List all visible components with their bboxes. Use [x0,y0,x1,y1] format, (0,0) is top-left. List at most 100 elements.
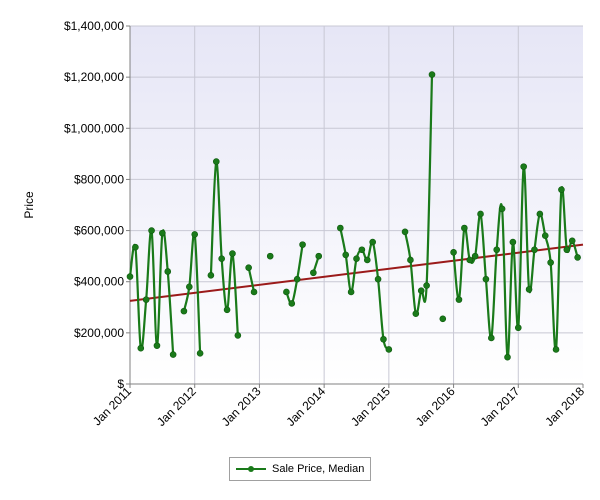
y-tick-label: $1,400,000 [64,19,124,33]
data-point [353,255,360,263]
data-point [164,268,172,275]
data-point [412,310,420,317]
series-line-segment [285,244,304,305]
plot-area [130,26,583,384]
data-point [552,346,560,353]
y-tick-label: $800,000 [74,172,124,186]
data-point [493,246,501,254]
data-point [417,287,425,294]
data-point [245,264,252,271]
data-point [482,275,490,283]
data-point [504,353,511,361]
data-point [455,296,463,303]
data-point [250,288,258,296]
data-point [347,288,355,296]
data-point [407,256,414,264]
data-point [520,163,527,170]
data-point [293,275,301,283]
data-point [337,224,344,232]
data-point [525,286,533,293]
x-tick-label: Jan 2016 [413,384,458,429]
data-point [439,315,447,323]
x-tick-label: Jan 2018 [542,384,587,429]
data-point [363,256,371,264]
data-point [212,158,220,165]
series-line-segment [209,160,239,336]
series-line-segment [452,165,579,359]
data-point [531,246,538,254]
data-point [547,259,554,266]
data-point [369,238,376,246]
data-point [288,300,296,307]
x-tick-label: Jan 2012 [154,384,199,429]
series-sale-price-median [126,71,581,361]
y-tick-label: $ [117,377,124,391]
x-tick-label: Jan 2015 [348,384,393,429]
y-tick-label: $600,000 [74,224,124,238]
data-point [132,243,139,251]
data-point [558,186,565,193]
data-point [148,227,155,234]
data-point [229,250,236,257]
y-tick-label: $400,000 [74,275,124,289]
y-tick-label: $200,000 [74,326,124,340]
data-point [223,306,231,314]
data-point [169,351,177,358]
data-point [471,252,479,260]
data-point [180,307,188,315]
x-tick-label: Jan 2011 [90,384,134,428]
data-point [401,228,409,236]
data-point [137,344,145,352]
series-line-segment [182,231,202,354]
data-point [498,205,506,213]
data-point [488,334,495,342]
legend: Sale Price, Median [229,457,371,481]
data-point [385,346,393,353]
data-point [218,255,225,263]
legend-label: Sale Price, Median [272,463,365,475]
y-axis-title: Price [22,191,36,219]
trendline [129,243,584,302]
x-tick-label: Jan 2013 [219,384,264,429]
data-point [536,210,544,218]
data-point [541,232,549,239]
data-point [266,252,274,260]
data-point [207,272,215,279]
data-point [450,249,457,256]
data-point [153,342,161,349]
data-point [234,332,242,339]
data-point [380,335,387,343]
data-point [142,296,150,303]
y-tick-label: $1,200,000 [64,70,124,84]
x-axis-ticks: Jan 2011 Jan 2012 Jan 2013 Jan 2014 Jan 2015… [90,384,587,429]
data-point [477,210,484,218]
data-point [315,252,323,260]
data-point [196,350,204,357]
data-point [574,254,581,261]
data-point [342,251,350,259]
data-point [299,241,306,248]
data-point [374,275,382,283]
data-point [126,273,134,280]
series-line-segment [339,227,390,351]
data-point [509,238,517,246]
data-point [159,229,166,237]
data-point [186,283,193,291]
data-point [461,224,468,232]
y-axis-ticks: $ $200,000 $400,000 $600,000 $800,000 $1,000,… [64,19,130,391]
data-point [568,237,576,245]
data-point [514,324,522,332]
data-point [423,282,430,289]
data-point [563,246,571,254]
x-tick-label: Jan 2014 [283,384,328,429]
data-point [428,71,436,78]
legend-swatch-icon [236,464,266,474]
y-tick-label: $1,000,000 [64,121,124,135]
trendline-line [129,243,584,302]
data-point [310,269,317,277]
data-point [283,288,290,296]
x-tick-label: Jan 2017 [478,384,523,429]
data-point [191,231,199,238]
data-point [358,246,366,254]
